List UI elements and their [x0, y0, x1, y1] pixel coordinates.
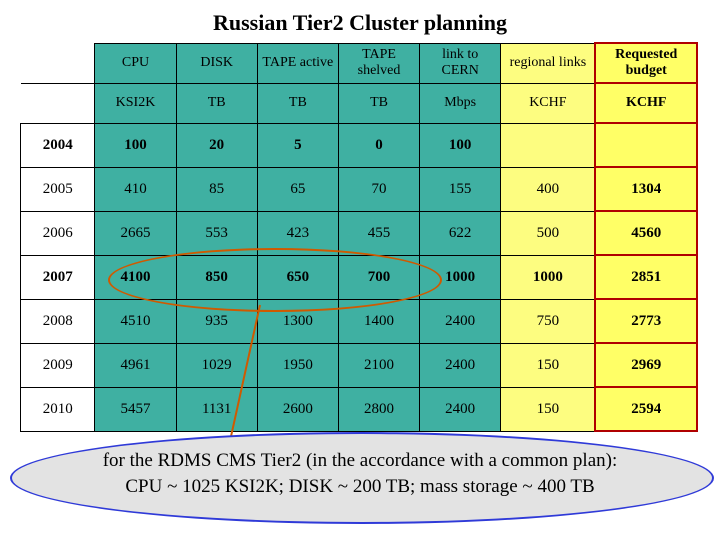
year-cell: 2008 — [21, 299, 95, 343]
data-cell: 423 — [257, 211, 338, 255]
data-cell: 2800 — [338, 387, 419, 431]
table-row: 20074100850650700100010002851 — [21, 255, 698, 299]
data-cell: 4510 — [95, 299, 176, 343]
data-cell: 20 — [176, 123, 257, 167]
data-cell — [595, 123, 697, 167]
col-subheader: TB — [338, 83, 419, 123]
table-row: 20041002050100 — [21, 123, 698, 167]
col-subheader: KSI2K — [95, 83, 176, 123]
data-cell: 553 — [176, 211, 257, 255]
footer-text: for the RDMS CMS Tier2 (in the accordanc… — [10, 448, 710, 499]
col-header: Requested budget — [595, 43, 697, 83]
data-cell: 2851 — [595, 255, 697, 299]
data-cell: 0 — [338, 123, 419, 167]
table-row: 200845109351300140024007502773 — [21, 299, 698, 343]
year-cell: 2009 — [21, 343, 95, 387]
data-cell: 1000 — [420, 255, 501, 299]
data-cell: 622 — [420, 211, 501, 255]
data-cell: 85 — [176, 167, 257, 211]
data-cell: 2665 — [95, 211, 176, 255]
col-subheader: TB — [257, 83, 338, 123]
data-cell: 155 — [420, 167, 501, 211]
data-cell: 5457 — [95, 387, 176, 431]
col-header: regional links — [501, 43, 596, 83]
data-cell: 1950 — [257, 343, 338, 387]
data-cell: 2400 — [420, 343, 501, 387]
col-header: TAPE active — [257, 43, 338, 83]
data-cell: 2594 — [595, 387, 697, 431]
data-cell: 700 — [338, 255, 419, 299]
table-row: 2010545711312600280024001502594 — [21, 387, 698, 431]
data-cell: 2600 — [257, 387, 338, 431]
data-cell: 1300 — [257, 299, 338, 343]
data-cell: 2969 — [595, 343, 697, 387]
data-cell: 750 — [501, 299, 596, 343]
data-cell: 455 — [338, 211, 419, 255]
table-row: 20054108565701554001304 — [21, 167, 698, 211]
footer-container: for the RDMS CMS Tier2 (in the accordanc… — [10, 432, 710, 522]
col-header: CPU — [95, 43, 176, 83]
data-cell: 1131 — [176, 387, 257, 431]
year-cell: 2005 — [21, 167, 95, 211]
year-cell: 2004 — [21, 123, 95, 167]
blank-cell — [21, 83, 95, 123]
data-cell: 650 — [257, 255, 338, 299]
data-cell: 4560 — [595, 211, 697, 255]
data-cell: 150 — [501, 343, 596, 387]
data-cell: 500 — [501, 211, 596, 255]
table-container: CPUDISKTAPE activeTAPE shelvedlink to CE… — [20, 42, 698, 432]
col-subheader: KCHF — [501, 83, 596, 123]
col-subheader: TB — [176, 83, 257, 123]
data-cell: 410 — [95, 167, 176, 211]
data-cell: 2400 — [420, 299, 501, 343]
col-header: link to CERN — [420, 43, 501, 83]
data-cell: 2100 — [338, 343, 419, 387]
page-title: Russian Tier2 Cluster planning — [0, 0, 720, 42]
data-cell: 1400 — [338, 299, 419, 343]
data-cell: 150 — [501, 387, 596, 431]
data-cell: 100 — [95, 123, 176, 167]
data-cell: 4100 — [95, 255, 176, 299]
data-cell: 850 — [176, 255, 257, 299]
data-cell: 2773 — [595, 299, 697, 343]
data-cell: 65 — [257, 167, 338, 211]
data-cell: 70 — [338, 167, 419, 211]
col-header: TAPE shelved — [338, 43, 419, 83]
data-cell: 935 — [176, 299, 257, 343]
col-header: DISK — [176, 43, 257, 83]
data-cell: 5 — [257, 123, 338, 167]
data-cell: 1304 — [595, 167, 697, 211]
col-subheader: Mbps — [420, 83, 501, 123]
year-cell: 2007 — [21, 255, 95, 299]
table-row: 200626655534234556225004560 — [21, 211, 698, 255]
col-subheader: KCHF — [595, 83, 697, 123]
data-cell: 1029 — [176, 343, 257, 387]
data-cell: 100 — [420, 123, 501, 167]
data-cell: 2400 — [420, 387, 501, 431]
planning-table: CPUDISKTAPE activeTAPE shelvedlink to CE… — [20, 42, 698, 432]
table-row: 2009496110291950210024001502969 — [21, 343, 698, 387]
year-cell: 2006 — [21, 211, 95, 255]
data-cell: 400 — [501, 167, 596, 211]
blank-cell — [21, 43, 95, 83]
data-cell — [501, 123, 596, 167]
data-cell: 4961 — [95, 343, 176, 387]
data-cell: 1000 — [501, 255, 596, 299]
year-cell: 2010 — [21, 387, 95, 431]
